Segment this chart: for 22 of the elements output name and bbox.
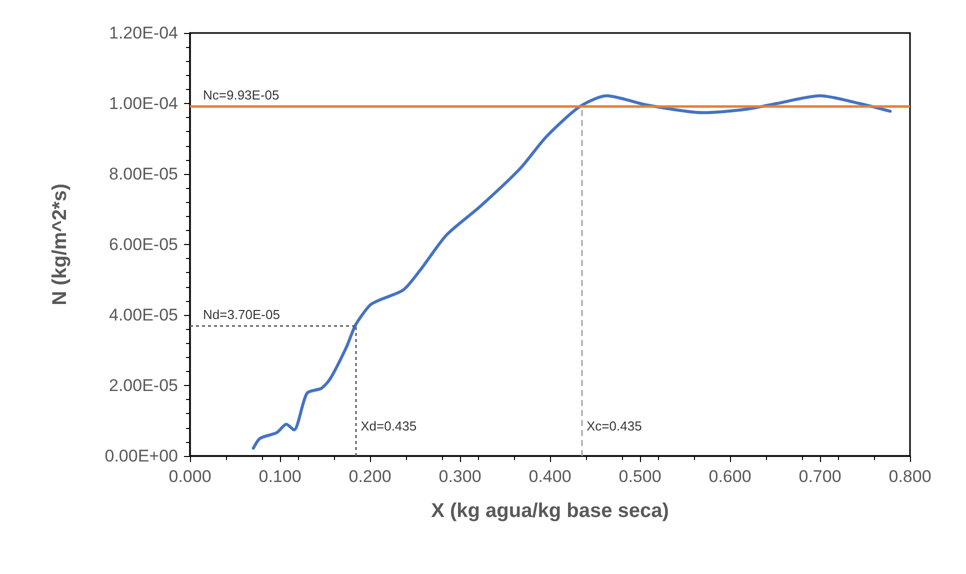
x-tick-label: 0.600 (708, 467, 752, 486)
x-tick-label: 0.800 (888, 467, 932, 486)
x-tick-label: 0.200 (348, 467, 392, 486)
annotation: Nc=9.93E-05 (203, 87, 280, 102)
y-tick-label: 1.20E-04 (109, 24, 178, 42)
x-tick-label: 0.500 (618, 467, 662, 486)
y-tick-label: 0.00E+00 (104, 446, 178, 466)
y-tick-label: 8.00E-05 (109, 164, 178, 184)
annotation: Xd=0.435 (360, 418, 417, 434)
annotation: Nd=3.70E-05 (203, 307, 280, 322)
x-axis-title: X (kg agua/kg base seca) (431, 500, 669, 522)
ref-line-label: Xc=0.435 (586, 418, 642, 434)
y-tick-label: 2.00E-05 (109, 376, 178, 395)
x-tick-label: 0.700 (798, 467, 842, 486)
y-tick-label: 6.00E-05 (109, 235, 178, 254)
x-tick-label: 0.100 (258, 467, 302, 486)
x-tick-label: 0.300 (438, 467, 482, 486)
y-tick-label: 4.00E-05 (109, 306, 178, 324)
y-axis-title: N (kg/m^2*s) (49, 184, 71, 306)
x-tick-label: 0.000 (168, 467, 212, 486)
y-tick-label: 1.00E-04 (109, 94, 178, 113)
x-tick-label: 0.400 (528, 467, 572, 486)
